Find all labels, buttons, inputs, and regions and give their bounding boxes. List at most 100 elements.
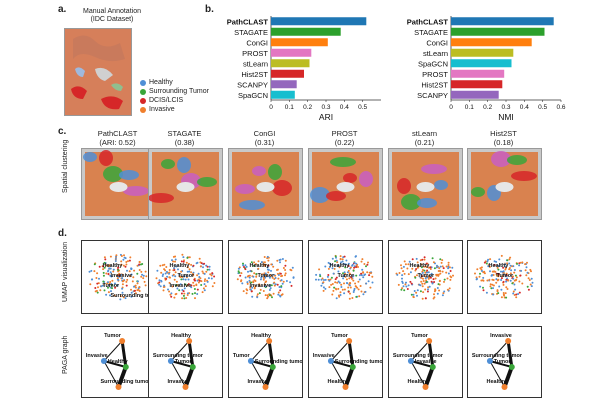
- umap-label-3-0: Healthy: [330, 263, 351, 269]
- umap-point: [504, 268, 507, 271]
- umap-point: [530, 277, 533, 280]
- umap-point: [129, 256, 132, 259]
- paga-node: [115, 384, 122, 390]
- umap-point: [331, 267, 334, 270]
- umap-point: [343, 282, 345, 285]
- paga-label-1-1: Surrounding tumor: [153, 353, 204, 359]
- umap-point: [497, 268, 500, 271]
- method-score-2: (0.31): [254, 138, 275, 147]
- umap-point: [281, 258, 284, 260]
- tissue-healthy-region: [75, 67, 85, 77]
- paga-edge: [330, 360, 354, 368]
- umap-point: [404, 283, 407, 286]
- tissue-dcis-region: [71, 86, 87, 99]
- umap-point: [493, 260, 496, 263]
- umap-point: [199, 265, 202, 268]
- paga-edge: [170, 340, 190, 362]
- umap-point: [280, 285, 283, 288]
- category-label-PathCLAST: PathCLAST: [407, 17, 449, 26]
- paga-node: [262, 384, 269, 390]
- legend-dot-invasive: [140, 106, 146, 113]
- paga-node: [119, 338, 126, 344]
- x-tick-label: 0.2: [483, 104, 492, 111]
- umap-point: [180, 260, 183, 263]
- umap-point: [130, 295, 133, 298]
- umap-label-0-2: Tumor: [103, 283, 121, 289]
- umap-point: [337, 270, 340, 273]
- umap-point: [482, 276, 485, 279]
- umap-point: [109, 255, 112, 258]
- umap-point: [195, 284, 198, 287]
- umap-point: [142, 277, 145, 280]
- umap-point: [204, 278, 207, 281]
- umap-point: [97, 282, 100, 285]
- umap-point: [478, 275, 481, 278]
- umap-point: [336, 261, 339, 264]
- umap-plot-3: Healthy Tumor: [308, 240, 383, 314]
- umap-point: [109, 267, 112, 270]
- umap-point: [270, 284, 273, 287]
- umap-point: [159, 264, 162, 267]
- umap-point: [420, 275, 423, 278]
- umap-point: [114, 286, 117, 289]
- umap-point: [341, 260, 344, 263]
- umap-point: [186, 270, 189, 273]
- paga-node: [346, 338, 353, 344]
- umap-point: [175, 292, 178, 295]
- umap-point: [349, 292, 351, 295]
- paga-label-4-3: Healthy: [408, 379, 429, 385]
- umap-point: [355, 295, 358, 298]
- umap-point: [320, 284, 323, 287]
- umap-point: [138, 263, 141, 266]
- umap-point: [183, 292, 186, 295]
- umap-point: [186, 284, 189, 287]
- umap-point: [530, 285, 533, 288]
- umap-point: [190, 263, 193, 266]
- umap-point: [425, 279, 428, 282]
- umap-point: [102, 268, 105, 271]
- umap-point: [138, 286, 141, 288]
- umap-point: [445, 265, 448, 268]
- umap-point: [495, 281, 498, 284]
- umap-point: [205, 264, 208, 267]
- umap-point: [419, 259, 422, 262]
- umap-point: [258, 284, 261, 287]
- umap-point: [500, 288, 503, 291]
- umap-point: [165, 270, 168, 273]
- umap-point: [436, 292, 439, 295]
- umap-point: [138, 269, 141, 271]
- umap-point: [410, 293, 413, 296]
- category-label-STAGATE: STAGATE: [234, 28, 268, 37]
- umap-point: [196, 288, 199, 291]
- umap-point: [497, 275, 500, 278]
- bar-Hist2ST: [451, 80, 503, 89]
- paga-edge: [347, 340, 355, 368]
- umap-point: [284, 264, 287, 267]
- x-tick-label: 0.1: [465, 104, 474, 111]
- umap-point: [206, 280, 209, 283]
- umap-point: [244, 268, 247, 271]
- umap-point: [101, 284, 104, 287]
- umap-point: [489, 285, 492, 288]
- paga-edge: [267, 340, 275, 368]
- umap-point: [180, 292, 183, 295]
- umap-point: [491, 274, 494, 276]
- umap-point: [248, 276, 251, 279]
- umap-point: [276, 259, 279, 262]
- umap-point: [371, 275, 374, 278]
- paga-edge: [250, 340, 270, 362]
- paga-graph-5: Invasive Surrounding tumor Tumor Healthy: [467, 326, 542, 398]
- cluster-region: [310, 187, 330, 203]
- bar-PROST: [271, 48, 312, 57]
- umap-point: [479, 272, 481, 275]
- tissue-gap: [336, 182, 355, 192]
- annotation-title: Manual Annotation: [83, 8, 141, 15]
- umap-point: [357, 280, 360, 283]
- umap-point: [347, 286, 350, 289]
- cluster-region: [103, 166, 123, 182]
- umap-point: [210, 274, 213, 277]
- umap-point: [514, 279, 517, 282]
- x-axis-label: ARI: [319, 112, 333, 122]
- bar-PathCLAST: [451, 17, 554, 26]
- panel-letter-d: d.: [58, 228, 67, 239]
